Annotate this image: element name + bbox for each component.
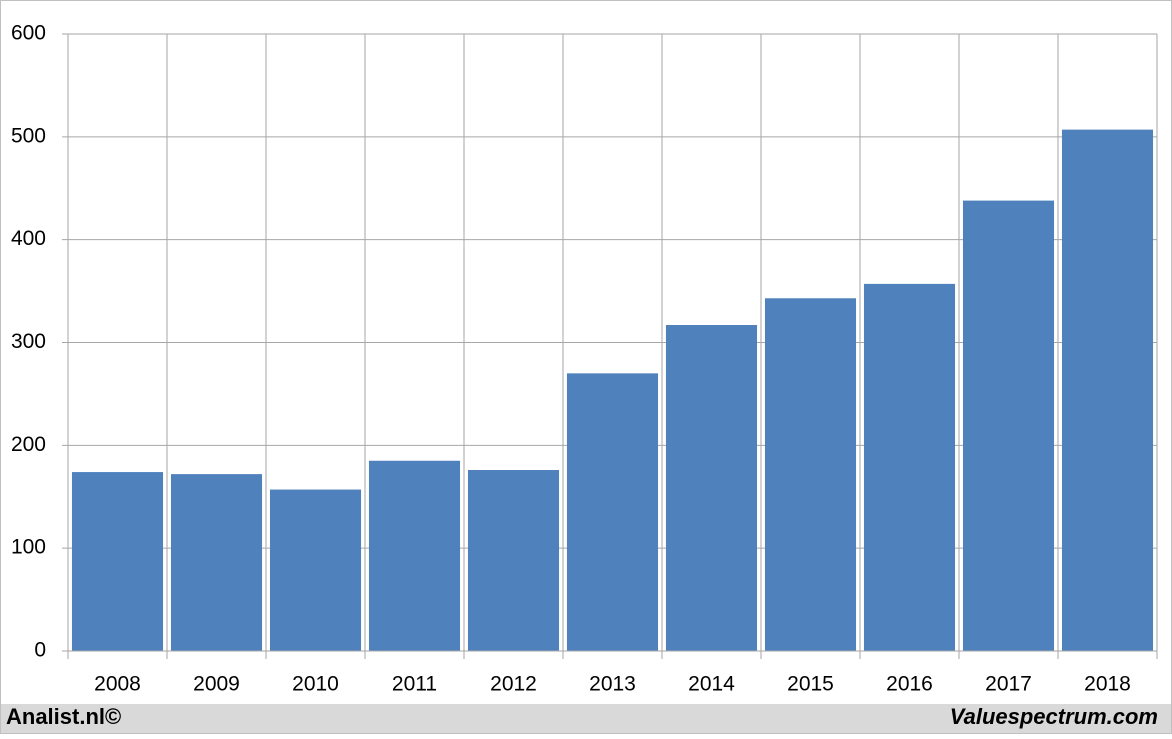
y-tick-label: 0 [34,639,46,662]
x-tick-label: 2011 [392,673,437,696]
x-tick-label: 2014 [688,673,735,696]
bar [665,325,758,651]
y-tick-label: 500 [11,124,46,147]
x-tick-label: 2017 [985,673,1032,696]
y-tick-label: 600 [11,22,46,45]
x-tick-label: 2015 [787,673,834,696]
x-tick-label: 2009 [193,673,240,696]
bar [962,200,1055,651]
bar [863,283,956,651]
x-tick-label: 2012 [490,673,537,696]
bar [71,472,164,651]
bar [269,489,362,651]
y-tick-label: 200 [11,433,46,456]
source-label: Analist.nl© [6,704,121,729]
x-tick-label: 2018 [1084,673,1131,696]
bar [1061,129,1154,651]
y-tick-label: 300 [11,330,46,353]
x-tick-label: 2016 [886,673,933,696]
bar [467,470,560,651]
y-tick-label: 100 [11,536,46,559]
bar [566,373,659,651]
x-tick-label: 2013 [589,673,636,696]
y-tick-label: 400 [11,227,46,250]
bar [170,474,263,651]
x-tick-label: 2010 [292,673,339,696]
bar [764,298,857,651]
footer-band [1,704,1171,733]
x-tick-label: 2008 [94,673,141,696]
bar [368,460,461,651]
credit-label: Valuespectrum.com [950,704,1158,729]
